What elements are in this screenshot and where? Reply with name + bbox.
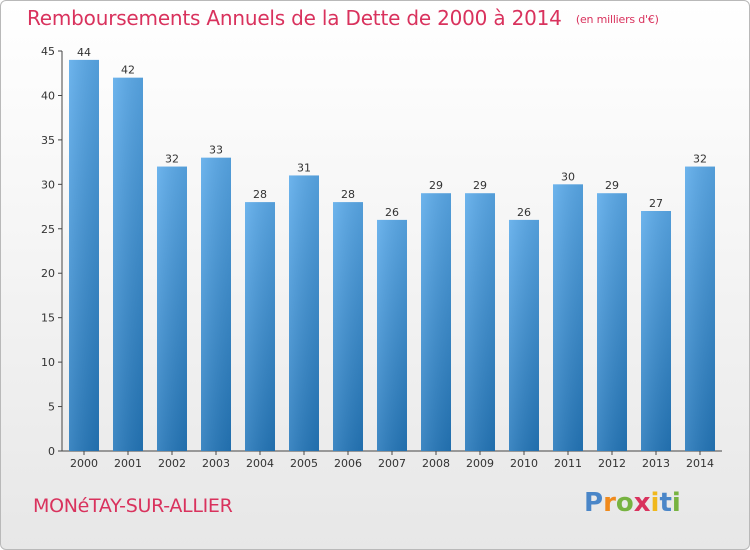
- y-tick-label: 15: [41, 312, 55, 325]
- bar-value-label: 42: [121, 64, 135, 77]
- x-tick-label: 2012: [598, 457, 626, 470]
- y-tick-label: 40: [41, 89, 55, 102]
- bar-shade-2011: [553, 184, 583, 452]
- x-tick-label: 2002: [158, 457, 186, 470]
- bar-shade-2002: [157, 166, 187, 452]
- x-tick-label: 2009: [466, 457, 494, 470]
- y-tick-label: 30: [41, 178, 55, 191]
- logo-letter: r: [603, 488, 616, 518]
- x-tick-label: 2008: [422, 457, 450, 470]
- title-text: Remboursements Annuels de la Dette de 20…: [27, 6, 562, 30]
- bar-value-label: 28: [253, 188, 267, 201]
- x-tick-label: 2005: [290, 457, 318, 470]
- chart-title: Remboursements Annuels de la Dette de 20…: [27, 6, 659, 30]
- title-unit: (en milliers d'€): [575, 13, 659, 26]
- bar-value-label: 27: [649, 197, 663, 210]
- y-tick-label: 5: [48, 401, 55, 414]
- bar-shade-2005: [289, 175, 319, 451]
- bar-shade-2004: [245, 202, 275, 451]
- bar-value-label: 31: [297, 161, 311, 174]
- logo-letter: i: [671, 488, 681, 518]
- y-tick-label: 45: [41, 45, 55, 58]
- bar-value-label: 44: [77, 46, 91, 59]
- x-tick-label: 2003: [202, 457, 230, 470]
- bar-value-label: 29: [429, 179, 443, 192]
- x-tick-label: 2014: [686, 457, 714, 470]
- y-tick-label: 25: [41, 223, 55, 236]
- x-tick-label: 2004: [246, 457, 274, 470]
- x-tick-label: 2013: [642, 457, 670, 470]
- bar-value-label: 33: [209, 144, 223, 157]
- city-name: MONéTAY-SUR-ALLIER: [33, 495, 233, 517]
- logo-letter: x: [633, 488, 651, 518]
- bar-value-label: 26: [517, 206, 531, 219]
- bar-shade-2006: [333, 202, 363, 451]
- bar-shade-2001: [113, 77, 143, 452]
- y-tick-label: 10: [41, 356, 55, 369]
- bar-shade-2007: [377, 219, 407, 451]
- bar-value-label: 29: [473, 179, 487, 192]
- bar-shade-2008: [421, 193, 451, 451]
- bar-value-label: 26: [385, 206, 399, 219]
- bar-value-label: 32: [165, 153, 179, 166]
- logo-letter: o: [615, 488, 634, 518]
- x-tick-label: 2000: [70, 457, 98, 470]
- logo-letter: i: [650, 488, 660, 518]
- bar-value-label: 32: [693, 153, 707, 166]
- y-tick-label: 35: [41, 134, 55, 147]
- bar-value-label: 30: [561, 170, 575, 183]
- proxiti-logo: Proxiti: [584, 488, 681, 518]
- bar-value-label: 28: [341, 188, 355, 201]
- x-tick-label: 2006: [334, 457, 362, 470]
- bar-value-label: 29: [605, 179, 619, 192]
- bar-shade-2014: [685, 166, 715, 452]
- x-tick-label: 2011: [554, 457, 582, 470]
- logo-letter: t: [659, 488, 672, 518]
- bar-shade-2003: [201, 157, 231, 451]
- y-tick-label: 0: [48, 445, 55, 458]
- logo-letter: P: [584, 488, 604, 518]
- x-tick-label: 2001: [114, 457, 142, 470]
- bar-shade-2010: [509, 219, 539, 451]
- bar-shade-2000: [69, 59, 99, 452]
- bar-shade-2013: [641, 211, 671, 451]
- bar-shade-2009: [465, 193, 495, 451]
- x-tick-label: 2007: [378, 457, 406, 470]
- y-tick-label: 20: [41, 267, 55, 280]
- bar-shade-2012: [597, 193, 627, 451]
- x-tick-label: 2010: [510, 457, 538, 470]
